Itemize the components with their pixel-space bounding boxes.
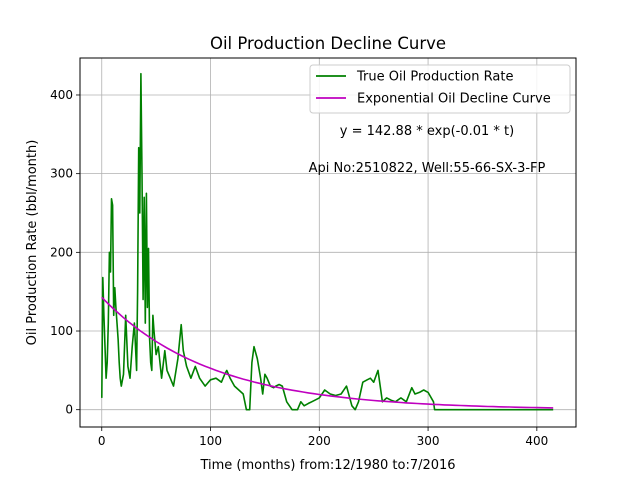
true-production-rate-line [101, 72, 554, 411]
y-tick-label: 300 [50, 167, 73, 181]
y-tick-label: 400 [50, 88, 73, 102]
legend: True Oil Production Rate Exponential Oil… [309, 64, 571, 114]
y-tick-label: 100 [50, 324, 73, 338]
legend-label-decline-curve: Exponential Oil Decline Curve [357, 92, 551, 107]
exponential-decline-curve-line [101, 296, 554, 409]
x-axis: 0 100 200 300 400 [98, 427, 548, 448]
plot-lines [101, 72, 554, 411]
equation-annotation: y = 142.88 * exp(-0.01 * t) [340, 124, 514, 139]
x-tick-label: 300 [417, 434, 440, 448]
y-tick-label: 0 [65, 403, 73, 417]
x-axis-label: Time (months) from:12/1980 to:7/2016 [199, 458, 455, 473]
well-annotation: Api No:2510822, Well:55-66-SX-3-FP [309, 161, 546, 176]
legend-box [309, 64, 571, 114]
x-tick-label: 0 [98, 434, 106, 448]
legend-label-true-rate: True Oil Production Rate [356, 70, 513, 85]
y-axis: 0 100 200 300 400 [50, 88, 80, 417]
chart-title: Oil Production Decline Curve [210, 34, 446, 53]
x-tick-label: 400 [525, 434, 548, 448]
x-tick-label: 200 [308, 434, 331, 448]
plot-area-frame [79, 57, 577, 428]
x-tick-label: 100 [199, 434, 222, 448]
y-axis-label: Oil Production Rate (bbl/month) [25, 140, 40, 346]
y-tick-label: 200 [50, 245, 73, 259]
